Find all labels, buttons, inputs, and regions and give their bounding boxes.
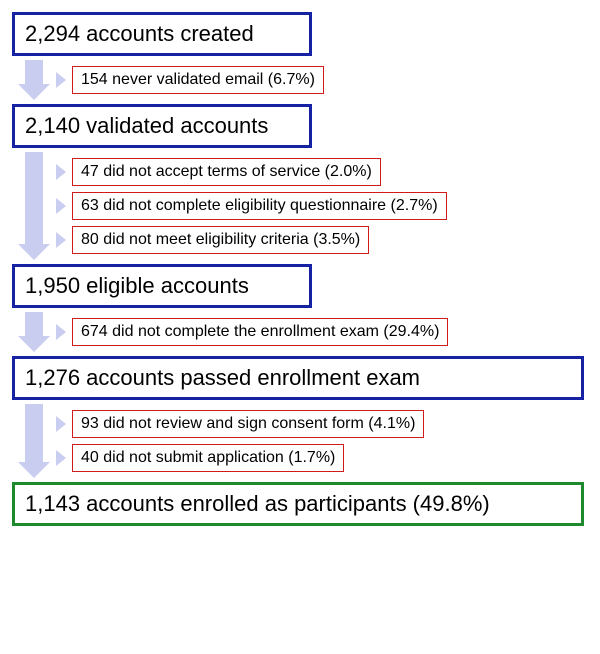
branch-arrow-icon	[56, 232, 66, 248]
dropout-item: 47 did not accept terms of service (2.0%…	[56, 158, 447, 186]
dropout-item: 63 did not complete eligibility question…	[56, 192, 447, 220]
dropout-item: 674 did not complete the enrollment exam…	[56, 318, 448, 346]
branch-arrow-icon	[56, 416, 66, 432]
stage-box: 1,950 eligible accounts	[12, 264, 312, 308]
branch-arrow-icon	[56, 164, 66, 180]
dropout-box: 80 did not meet eligibility criteria (3.…	[72, 226, 369, 254]
stage-box: 2,294 accounts created	[12, 12, 312, 56]
dropout-box: 63 did not complete eligibility question…	[72, 192, 447, 220]
stage-box: 1,276 accounts passed enrollment exam	[12, 356, 584, 400]
dropout-box: 47 did not accept terms of service (2.0%…	[72, 158, 381, 186]
stage-box: 2,140 validated accounts	[12, 104, 312, 148]
branch-arrow-icon	[56, 324, 66, 340]
down-arrow-icon	[18, 152, 50, 260]
branch-arrow-icon	[56, 198, 66, 214]
dropout-item: 93 did not review and sign consent form …	[56, 410, 424, 438]
stage-box: 1,143 accounts enrolled as participants …	[12, 482, 584, 526]
arrow-row: 47 did not accept terms of service (2.0%…	[12, 152, 588, 260]
dropout-item: 40 did not submit application (1.7%)	[56, 444, 424, 472]
dropout-box: 674 did not complete the enrollment exam…	[72, 318, 448, 346]
down-arrow-icon	[18, 404, 50, 478]
down-arrow-icon	[18, 60, 50, 100]
arrow-row: 674 did not complete the enrollment exam…	[12, 312, 588, 352]
arrow-row: 154 never validated email (6.7%)	[12, 60, 588, 100]
branch-arrow-icon	[56, 72, 66, 88]
dropout-box: 93 did not review and sign consent form …	[72, 410, 424, 438]
arrow-row: 93 did not review and sign consent form …	[12, 404, 588, 478]
dropout-box: 154 never validated email (6.7%)	[72, 66, 324, 94]
branch-arrow-icon	[56, 450, 66, 466]
dropout-item: 154 never validated email (6.7%)	[56, 66, 324, 94]
dropout-box: 40 did not submit application (1.7%)	[72, 444, 344, 472]
down-arrow-icon	[18, 312, 50, 352]
dropout-item: 80 did not meet eligibility criteria (3.…	[56, 226, 447, 254]
